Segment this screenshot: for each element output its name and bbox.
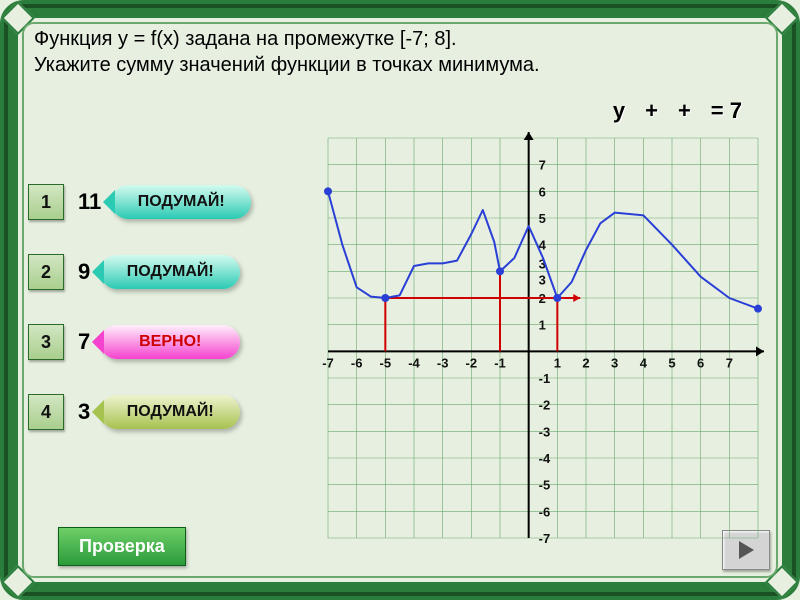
svg-text:5: 5 (539, 211, 546, 226)
svg-text:-5: -5 (380, 355, 392, 370)
feedback-bubble-think: ПОДУМАЙ! (100, 395, 240, 429)
feedback-bubble-think: ПОДУМАЙ! (100, 255, 240, 289)
svg-text:-7: -7 (539, 531, 551, 546)
svg-text:1: 1 (539, 318, 546, 333)
equation-line: y + + = 7 (613, 98, 742, 124)
svg-text:-2: -2 (466, 355, 478, 370)
svg-text:-5: -5 (539, 478, 551, 493)
svg-text:-7: -7 (322, 355, 334, 370)
svg-text:7: 7 (726, 355, 733, 370)
question-line1: Функция у = f(x) задана на промежутке [-… (34, 26, 766, 52)
eq-plus: + (678, 98, 691, 124)
svg-text:3: 3 (539, 272, 546, 287)
svg-text:6: 6 (697, 355, 704, 370)
answer-button-1[interactable]: 1 (28, 184, 64, 220)
eq-result: = 7 (711, 98, 742, 124)
svg-text:-6: -6 (351, 355, 363, 370)
svg-text:-3: -3 (437, 355, 449, 370)
svg-text:-3: -3 (539, 424, 551, 439)
svg-text:1: 1 (554, 355, 561, 370)
content-area: Функция у = f(x) задана на промежутке [-… (18, 18, 782, 582)
answer-row: 3 7 ВЕРНО! (28, 318, 251, 366)
answer-row: 1 11 ПОДУМАЙ! (28, 178, 251, 226)
svg-text:-1: -1 (539, 371, 551, 386)
svg-text:-4: -4 (408, 355, 420, 370)
svg-text:3: 3 (611, 355, 618, 370)
svg-text:7: 7 (539, 158, 546, 173)
function-chart: -7-6-5-4-3-2-1123456712334567-1-2-3-4-5-… (318, 128, 768, 548)
feedback-bubble-think: ПОДУМАЙ! (111, 185, 251, 219)
svg-text:5: 5 (668, 355, 675, 370)
svg-text:4: 4 (640, 355, 648, 370)
svg-text:2: 2 (582, 355, 589, 370)
answer-row: 4 3 ПОДУМАЙ! (28, 388, 251, 436)
answers-panel: 1 11 ПОДУМАЙ! 2 9 ПОДУМАЙ! 3 7 ВЕРНО! 4 … (28, 178, 251, 458)
eq-y: y (613, 98, 625, 124)
answer-button-4[interactable]: 4 (28, 394, 64, 430)
answer-button-2[interactable]: 2 (28, 254, 64, 290)
question-text: Функция у = f(x) задана на промежутке [-… (34, 26, 766, 78)
eq-plus: + (645, 98, 658, 124)
svg-text:-1: -1 (494, 355, 506, 370)
answer-row: 2 9 ПОДУМАЙ! (28, 248, 251, 296)
svg-text:-4: -4 (539, 451, 551, 466)
svg-text:-6: -6 (539, 504, 551, 519)
svg-text:-2: -2 (539, 398, 551, 413)
svg-text:6: 6 (539, 184, 546, 199)
answer-button-3[interactable]: 3 (28, 324, 64, 360)
check-button[interactable]: Проверка (58, 527, 186, 566)
feedback-bubble-correct: ВЕРНО! (100, 325, 240, 359)
slide-frame: Функция у = f(x) задана на промежутке [-… (0, 0, 800, 600)
question-line2: Укажите сумму значений функции в точках … (34, 52, 766, 78)
chart-svg: -7-6-5-4-3-2-1123456712334567-1-2-3-4-5-… (318, 128, 768, 548)
